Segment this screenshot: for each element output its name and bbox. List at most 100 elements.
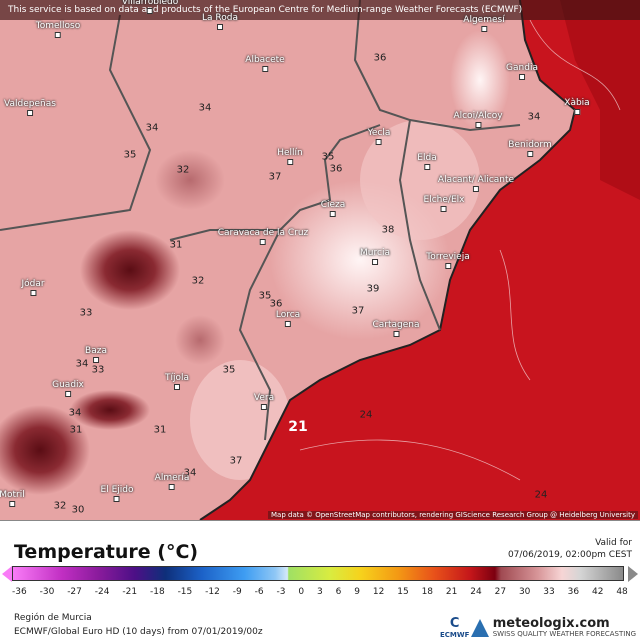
city-label: Xàbia <box>564 98 590 115</box>
contour-label: 34 <box>198 102 212 114</box>
city-marker-icon <box>284 321 291 327</box>
city-marker-icon <box>526 151 533 157</box>
brand-tagline: SWISS QUALITY WEATHER FORECASTING <box>492 630 636 638</box>
city-marker-icon <box>169 484 175 490</box>
contour-label: 35 <box>321 151 335 163</box>
city-name: Vera <box>253 393 275 403</box>
city-marker-icon <box>174 384 180 390</box>
city-name: Elda <box>417 153 437 163</box>
city-name: Lorca <box>275 310 301 320</box>
city-label: Cieza <box>321 200 345 217</box>
city-label: Vera <box>254 393 274 410</box>
city-label: Gandia <box>506 63 538 80</box>
mountain-icon <box>470 619 489 637</box>
valid-label: Valid for <box>595 538 632 548</box>
city-marker-icon <box>573 109 580 115</box>
city-name: Villarrobledo <box>121 0 179 7</box>
city-name: Motril <box>0 490 25 500</box>
city-name: Benidorm <box>508 140 552 150</box>
city-marker-icon <box>475 122 481 128</box>
colorbar-tick-label: 42 <box>591 587 604 597</box>
city-marker-icon <box>260 239 266 245</box>
city-label: La Roda <box>202 13 238 30</box>
colorbar-tick-label: -3 <box>276 587 286 597</box>
city-label: Benidorm <box>508 140 552 157</box>
contour-label: 32 <box>191 275 205 287</box>
contour-label: 35 <box>222 364 236 376</box>
city-label: Caravaca de la Cruz <box>217 228 309 245</box>
colorbar-tick-label: -15 <box>177 587 193 597</box>
city-name: Tíjola <box>164 373 190 383</box>
contour-label: 24 <box>359 409 373 421</box>
city-marker-icon <box>262 66 268 72</box>
city-label: Algemesí <box>463 15 505 32</box>
contour-label: 36 <box>373 52 387 64</box>
city-label: Murcia <box>360 248 390 265</box>
colorbar-tick-label: 15 <box>397 587 409 597</box>
map-attribution[interactable]: Map data © OpenStreetMap contributors, r… <box>268 511 638 519</box>
colorbar-tick-label: 36 <box>567 587 580 597</box>
region-name: Región de Murcia <box>14 613 92 623</box>
city-label: Torrevieja <box>426 252 470 269</box>
city-name: Cartagena <box>372 320 420 330</box>
map-background <box>0 0 640 520</box>
contour-label: 32 <box>176 164 190 176</box>
contour-label: 34 <box>183 467 197 479</box>
city-name: Xàbia <box>564 98 590 108</box>
colorbar-tick-label: 0 <box>298 587 305 597</box>
colorbar-tick-label: 24 <box>470 587 482 597</box>
contour-label: 37 <box>351 305 365 317</box>
contour-label: 36 <box>329 163 343 175</box>
valid-time: Valid for 07/06/2019, 02:00pm CEST <box>508 537 632 561</box>
colorbar-tick-label: 48 <box>616 587 628 597</box>
contour-label: 32 <box>53 500 67 512</box>
contour-label: 36 <box>269 298 283 310</box>
colorbar-ticks: -36 -30 -27 -24 -21 -18 -15 -12 -9 -6 -3 0 3 6 9 12 15 18… <box>12 587 628 597</box>
contour-label: 34 <box>527 111 541 123</box>
city-marker-icon <box>473 186 479 192</box>
city-label: El Ejido <box>101 485 133 502</box>
city-marker-icon <box>216 24 223 30</box>
city-marker-icon <box>261 404 267 410</box>
city-label: Guadix <box>52 380 84 397</box>
contour-label: 30 <box>71 504 85 516</box>
city-marker-icon <box>26 110 33 116</box>
colorbar-tick-label: -9 <box>232 587 242 597</box>
city-marker-icon <box>445 263 451 269</box>
city-name: La Roda <box>202 13 238 23</box>
colorbar-tick-label: -21 <box>122 587 138 597</box>
city-marker-icon <box>518 74 525 80</box>
city-label: Valdepeñas <box>4 99 56 116</box>
meteologix-logo[interactable]: meteologix.com SWISS QUALITY WEATHER FORE… <box>470 616 636 639</box>
city-label: Elche/Elx <box>423 195 465 212</box>
ecmwf-logo: C ECMWF <box>440 616 470 639</box>
city-marker-icon <box>481 26 487 32</box>
colorbar-tick-label: 12 <box>372 587 385 597</box>
city-label: Albacete <box>245 55 285 72</box>
colorbar-tick-label: 33 <box>543 587 555 597</box>
colorbar-tick-label: -30 <box>39 587 55 597</box>
city-name: Guadix <box>52 380 84 390</box>
city-name: Torrevieja <box>426 252 470 262</box>
temperature-map[interactable]: This service is based on data and produc… <box>0 0 640 520</box>
temperature-colorbar <box>12 566 624 581</box>
city-marker-icon <box>392 331 399 337</box>
contour-label: 35 <box>258 290 272 302</box>
city-label: Motril <box>0 490 25 507</box>
contour-label: 34 <box>75 358 89 370</box>
legend-panel: Temperature (°C) Valid for 07/06/2019, 02… <box>0 520 640 640</box>
city-name: Elche/Elx <box>423 195 465 205</box>
city-marker-icon <box>64 391 71 397</box>
model-info: ECMWF/Global Euro HD (10 days) from 07/0… <box>14 627 263 637</box>
colorbar-tick-label: -27 <box>67 587 82 597</box>
colorbar-tick-label: -36 <box>12 587 27 597</box>
contour-label: 37 <box>229 455 243 467</box>
city-label: Cartagena <box>372 320 420 337</box>
city-name: Gandia <box>506 63 538 73</box>
city-name: Valdepeñas <box>4 99 56 109</box>
city-label: Alacant/ Alicante <box>438 175 514 192</box>
city-label: Baza <box>85 346 107 363</box>
city-marker-icon <box>147 8 153 14</box>
brand-name: meteologix.com <box>492 616 610 631</box>
city-name: Caravaca de la Cruz <box>217 228 309 238</box>
